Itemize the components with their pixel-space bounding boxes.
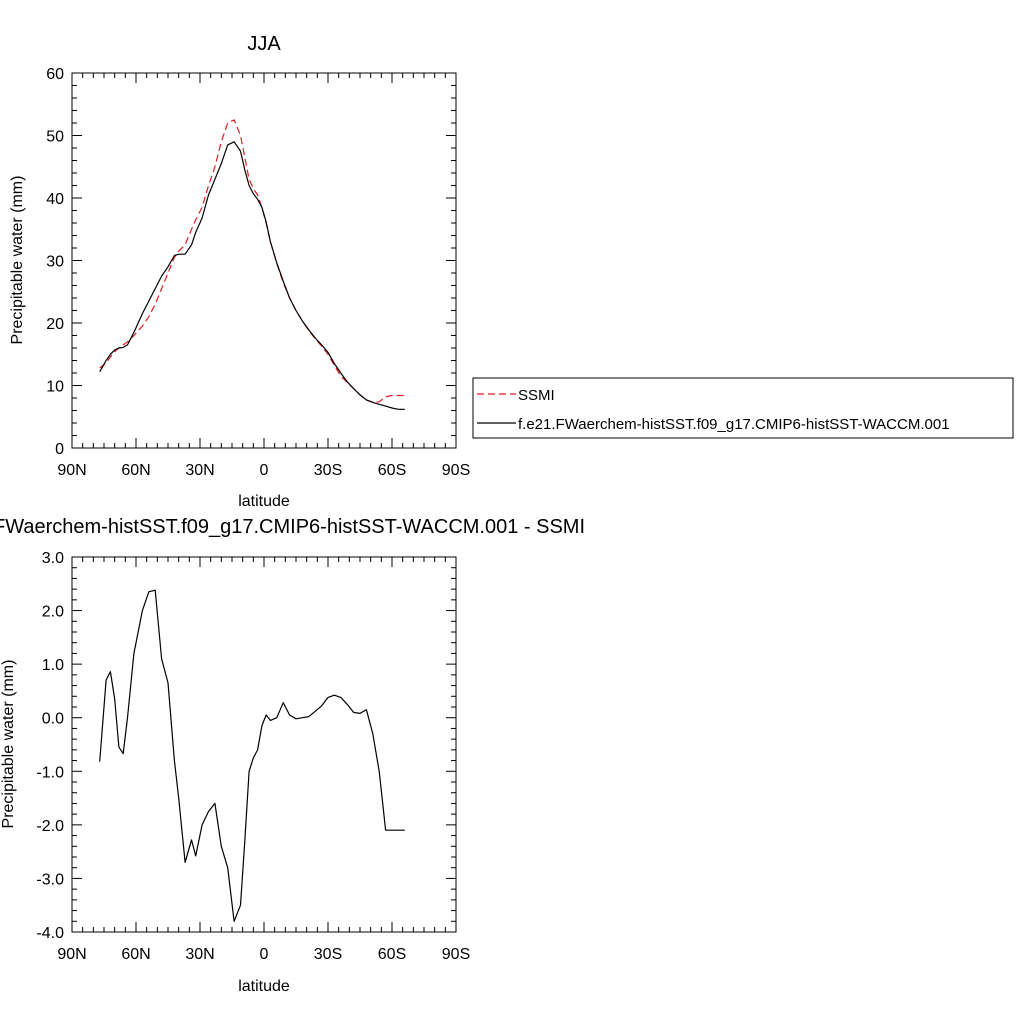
bottom-panel-title: f.e21.FWaerchem-histSST.f09_g17.CMIP6-hi…	[0, 516, 585, 538]
top-series-line-1	[99, 141, 405, 410]
top-y-tick-label: 0	[55, 441, 64, 458]
top-panel-title: JJA	[247, 33, 281, 55]
top-panel-ticks	[71, 72, 457, 449]
bottom-panel: f.e21.FWaerchem-histSST.f09_g17.CMIP6-hi…	[0, 516, 585, 995]
top-y-tick-label: 20	[46, 316, 64, 333]
top-series-line-0	[99, 119, 405, 403]
top-panel-x-axis-label: latitude	[238, 493, 290, 510]
top-x-tick-label: 30N	[185, 462, 214, 479]
legend-box	[472, 377, 1014, 439]
bottom-x-tick-label: 30S	[314, 946, 342, 963]
legend-label-ssmi: SSMI	[518, 387, 555, 404]
bottom-x-tick-label: 90S	[442, 946, 470, 963]
bottom-panel-x-axis-label: latitude	[238, 978, 290, 995]
bottom-panel-tick-labels: 90N 60N 30N 0 30S 60S 90S -4.0 -3.0 -2.0 -1.0 0.0 1.…	[36, 550, 470, 963]
bottom-panel-series	[99, 589, 405, 922]
legend: SSMI f.e21.FWaerchem-histSST.f09_g17.CMI…	[472, 377, 1014, 439]
top-x-tick-label: 90N	[57, 462, 86, 479]
bottom-y-tick-label: 2.0	[42, 604, 64, 621]
top-y-tick-label: 50	[46, 129, 64, 146]
bottom-y-tick-label: -2.0	[36, 818, 64, 835]
top-y-tick-label: 60	[46, 66, 64, 83]
top-x-tick-label: 60S	[378, 462, 406, 479]
bottom-x-tick-label: 60N	[121, 946, 150, 963]
top-y-tick-label: 40	[46, 191, 64, 208]
bottom-y-tick-label: 3.0	[42, 550, 64, 567]
bottom-x-tick-label: 0	[260, 946, 269, 963]
bottom-y-tick-label: 0.0	[42, 711, 64, 728]
top-panel-tick-labels: 90N 60N 30N 0 30S 60S 90S 0 10 20 30 40 50 60	[46, 66, 470, 479]
top-panel-y-axis-label: Precipitable water (mm)	[9, 176, 26, 345]
legend-label-model: f.e21.FWaerchem-histSST.f09_g17.CMIP6-hi…	[518, 416, 950, 433]
bottom-panel-ticks	[71, 556, 457, 933]
top-panel-series	[99, 119, 405, 410]
bottom-series-line-0	[99, 589, 405, 922]
top-x-tick-label: 90S	[442, 462, 470, 479]
top-panel: JJA 90N 60N 30N 0 30S 60S 90S 0 10 20 30 40 50 60 lat…	[9, 33, 470, 510]
bottom-y-tick-label: 1.0	[42, 657, 64, 674]
bottom-y-tick-label: -1.0	[36, 764, 64, 781]
top-x-tick-label: 60N	[121, 462, 150, 479]
top-y-tick-label: 10	[46, 379, 64, 396]
bottom-x-tick-label: 60S	[378, 946, 406, 963]
bottom-y-tick-label: -3.0	[36, 871, 64, 888]
bottom-x-tick-label: 30N	[185, 946, 214, 963]
bottom-y-tick-label: -4.0	[36, 925, 64, 942]
bottom-x-tick-label: 90N	[57, 946, 86, 963]
top-x-tick-label: 30S	[314, 462, 342, 479]
top-x-tick-label: 0	[260, 462, 269, 479]
bottom-panel-y-axis-label: Precipitable water (mm)	[0, 660, 17, 829]
top-y-tick-label: 30	[46, 254, 64, 271]
